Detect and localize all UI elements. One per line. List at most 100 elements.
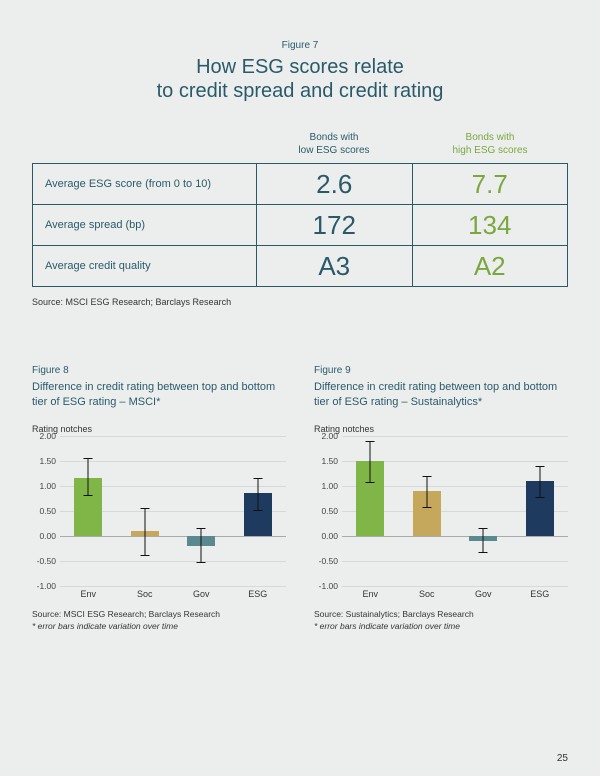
figure9-block: Figure 9 Difference in credit rating betw… (314, 365, 568, 632)
x-tick-label: Soc (399, 589, 456, 599)
error-cap (197, 562, 206, 563)
error-cap (366, 482, 375, 483)
y-tick-label: -0.50 (37, 556, 56, 566)
col-header-high-line1: Bonds with (466, 132, 515, 143)
error-bar-gov (483, 528, 484, 553)
figure9-x-labels: EnvSocGovESG (342, 589, 568, 599)
y-tick-label: 1.50 (39, 456, 56, 466)
y-tick-label: 2.00 (321, 431, 338, 441)
table-column-headers: Bonds with low ESG scores Bonds with hig… (32, 131, 568, 157)
figure8-source-text: Source: MSCI ESG Research; Barclays Rese… (32, 609, 286, 621)
x-tick-label: Gov (173, 589, 230, 599)
y-tick-label: 1.00 (39, 481, 56, 491)
error-cap (84, 495, 93, 496)
row-val-low: A3 (257, 246, 413, 287)
figure9-y-title: Rating notches (314, 424, 568, 434)
x-tick-label: ESG (230, 589, 287, 599)
figure8-x-labels: EnvSocGovESG (60, 589, 286, 599)
error-bar-esg (257, 478, 258, 511)
figure8-chart-area: 2.001.501.000.500.00-0.50-1.00 (32, 436, 286, 586)
bar-cell-env (342, 436, 399, 586)
figure9-bars (342, 436, 568, 586)
error-cap (535, 497, 544, 498)
figure7-title-line2: to credit spread and credit rating (157, 80, 444, 102)
error-cap (253, 478, 262, 479)
x-tick-label: Env (60, 589, 117, 599)
figure7-source: Source: MSCI ESG Research; Barclays Rese… (32, 297, 568, 307)
error-cap (366, 441, 375, 442)
figure9-source-text: Source: Sustainalytics; Barclays Researc… (314, 609, 568, 621)
figure8-title: Difference in credit rating between top … (32, 380, 286, 410)
row-label: Average spread (bp) (33, 205, 257, 246)
y-tick-label: -0.50 (319, 556, 338, 566)
table-row: Average spread (bp) 172 134 (33, 205, 568, 246)
row-val-low: 2.6 (257, 164, 413, 205)
figure9-plot (342, 436, 568, 586)
page-number: 25 (557, 753, 568, 764)
figure7-label: Figure 7 (32, 40, 568, 51)
bar-cell-env (60, 436, 117, 586)
y-tick-label: 0.00 (39, 531, 56, 541)
figure8-block: Figure 8 Difference in credit rating betw… (32, 365, 286, 632)
error-cap (479, 528, 488, 529)
table-row: Average credit quality A3 A2 (33, 246, 568, 287)
figure9-source: Source: Sustainalytics; Barclays Researc… (314, 609, 568, 633)
error-bar-env (88, 458, 89, 496)
error-cap (197, 528, 206, 529)
col-header-high: Bonds with high ESG scores (412, 131, 568, 157)
col-header-low-line2: low ESG scores (298, 145, 369, 156)
col-header-low: Bonds with low ESG scores (256, 131, 412, 157)
error-bar-soc (144, 508, 145, 556)
row-val-high: 7.7 (412, 164, 568, 205)
error-bar-esg (539, 466, 540, 499)
figure9-chart-area: 2.001.501.000.500.00-0.50-1.00 (314, 436, 568, 586)
bar-cell-soc (399, 436, 456, 586)
figure9-title: Difference in credit rating between top … (314, 380, 568, 410)
y-tick-label: 2.00 (39, 431, 56, 441)
gridline (60, 586, 286, 587)
figure9-label: Figure 9 (314, 365, 568, 376)
gridline (342, 586, 568, 587)
error-cap (253, 510, 262, 511)
y-tick-label: -1.00 (319, 581, 338, 591)
error-bar-env (370, 441, 371, 484)
x-tick-label: Env (342, 589, 399, 599)
esg-table: Average ESG score (from 0 to 10) 2.6 7.7… (32, 163, 568, 287)
error-cap (422, 476, 431, 477)
y-tick-label: 0.50 (39, 506, 56, 516)
y-tick-label: 1.00 (321, 481, 338, 491)
error-cap (140, 555, 149, 556)
error-cap (140, 508, 149, 509)
figure8-y-labels: 2.001.501.000.500.00-0.50-1.00 (32, 436, 60, 586)
row-val-high: 134 (412, 205, 568, 246)
charts-row: Figure 8 Difference in credit rating betw… (32, 365, 568, 632)
bar-cell-esg (230, 436, 287, 586)
error-cap (422, 507, 431, 508)
error-cap (479, 552, 488, 553)
bar-cell-esg (512, 436, 569, 586)
figure8-y-title: Rating notches (32, 424, 286, 434)
table-row: Average ESG score (from 0 to 10) 2.6 7.7 (33, 164, 568, 205)
x-tick-label: Gov (455, 589, 512, 599)
y-tick-label: -1.00 (37, 581, 56, 591)
figure8-label: Figure 8 (32, 365, 286, 376)
bar-cell-gov (455, 436, 512, 586)
y-tick-label: 0.00 (321, 531, 338, 541)
error-cap (84, 458, 93, 459)
row-label: Average ESG score (from 0 to 10) (33, 164, 257, 205)
error-bar-soc (426, 476, 427, 509)
error-bar-gov (201, 528, 202, 563)
col-header-high-line2: high ESG scores (452, 145, 527, 156)
figure9-source-note: * error bars indicate variation over tim… (314, 621, 568, 633)
row-val-high: A2 (412, 246, 568, 287)
col-header-low-line1: Bonds with (310, 132, 359, 143)
figure9-y-labels: 2.001.501.000.500.00-0.50-1.00 (314, 436, 342, 586)
row-val-low: 172 (257, 205, 413, 246)
row-label: Average credit quality (33, 246, 257, 287)
y-tick-label: 1.50 (321, 456, 338, 466)
figure7-title-line1: How ESG scores relate (196, 56, 404, 78)
bar-cell-gov (173, 436, 230, 586)
figure8-plot (60, 436, 286, 586)
y-tick-label: 0.50 (321, 506, 338, 516)
error-cap (535, 466, 544, 467)
